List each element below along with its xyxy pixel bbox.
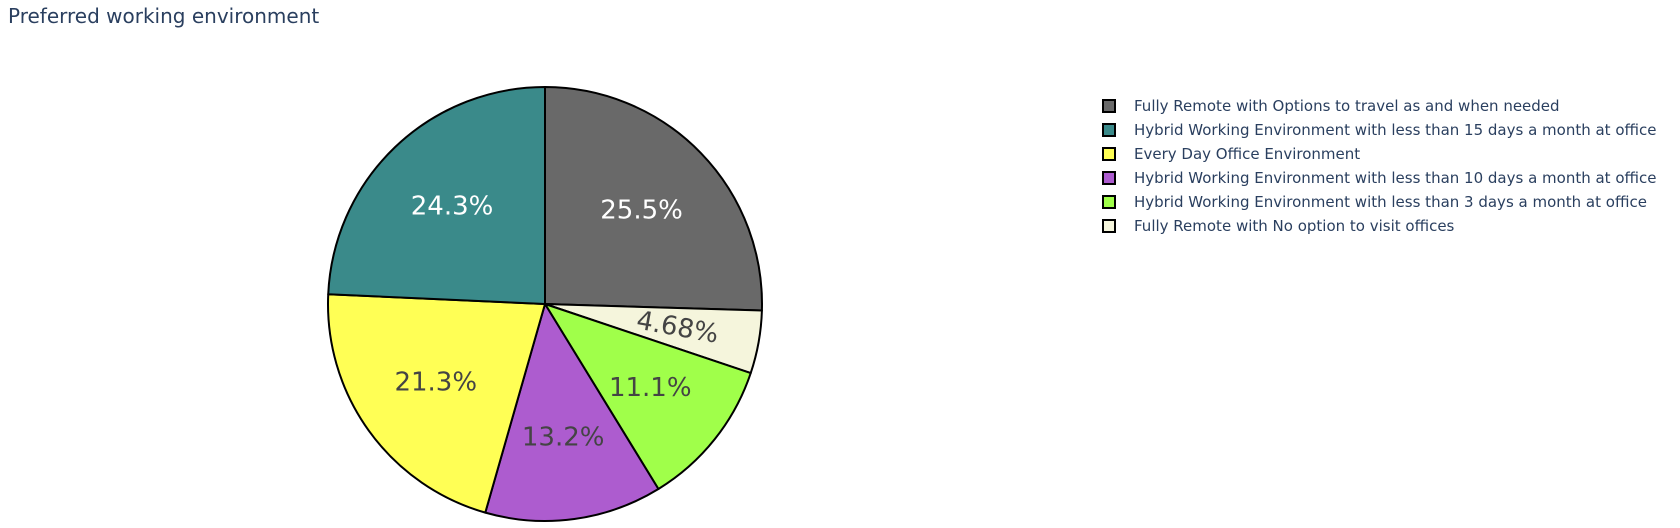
legend-swatch: [1102, 219, 1116, 233]
pie-label-hybrid-working-environment-with-less-than-15-days-a-month-at-office: 24.3%: [411, 192, 494, 222]
pie-slice-fully-remote-with-options-to-travel-as-and-when-needed[interactable]: [544, 86, 763, 312]
legend-item-hybrid-working-environment-with-less-than-3-days-a-month-at-office[interactable]: Hybrid Working Environment with less tha…: [1102, 190, 1656, 214]
pie-label-hybrid-working-environment-with-less-than-10-days-a-month-at-office: 13.2%: [522, 422, 605, 452]
legend: Fully Remote with Options to travel as a…: [1102, 94, 1656, 238]
legend-label: Every Day Office Environment: [1134, 145, 1361, 163]
pie-slice-hybrid-working-environment-with-less-than-15-days-a-month-at-office[interactable]: [327, 86, 546, 305]
legend-label: Hybrid Working Environment with less tha…: [1134, 169, 1657, 187]
pie-slice-hybrid-working-environment-with-less-than-3-days-a-month-at-office[interactable]: [544, 303, 752, 490]
legend-swatch: [1102, 99, 1116, 113]
legend-item-every-day-office-environment[interactable]: Every Day Office Environment: [1102, 142, 1656, 166]
legend-item-fully-remote-with-options-to-travel-as-and-when-needed[interactable]: Fully Remote with Options to travel as a…: [1102, 94, 1656, 118]
legend-swatch: [1102, 147, 1116, 161]
legend-swatch: [1102, 195, 1116, 209]
legend-label: Hybrid Working Environment with less tha…: [1134, 193, 1647, 211]
chart-title: Preferred working environment: [8, 4, 320, 28]
legend-label: Fully Remote with No option to visit off…: [1134, 217, 1455, 235]
pie-label-fully-remote-with-options-to-travel-as-and-when-needed: 25.5%: [600, 195, 683, 225]
legend-item-hybrid-working-environment-with-less-than-10-days-a-month-at-office[interactable]: Hybrid Working Environment with less tha…: [1102, 166, 1656, 190]
legend-swatch: [1102, 171, 1116, 185]
legend-label: Fully Remote with Options to travel as a…: [1134, 97, 1560, 115]
legend-label: Hybrid Working Environment with less tha…: [1134, 121, 1657, 139]
pie-slices: [327, 86, 763, 522]
legend-swatch: [1102, 123, 1116, 137]
pie-label-hybrid-working-environment-with-less-than-3-days-a-month-at-office: 11.1%: [609, 373, 692, 403]
pie-slice-every-day-office-environment[interactable]: [327, 293, 546, 514]
pie-slice-hybrid-working-environment-with-less-than-10-days-a-month-at-office[interactable]: [484, 303, 660, 522]
legend-item-hybrid-working-environment-with-less-than-15-days-a-month-at-office[interactable]: Hybrid Working Environment with less tha…: [1102, 118, 1656, 142]
pie-label-every-day-office-environment: 21.3%: [394, 368, 477, 398]
legend-item-fully-remote-with-no-option-to-visit-offices[interactable]: Fully Remote with No option to visit off…: [1102, 214, 1656, 238]
